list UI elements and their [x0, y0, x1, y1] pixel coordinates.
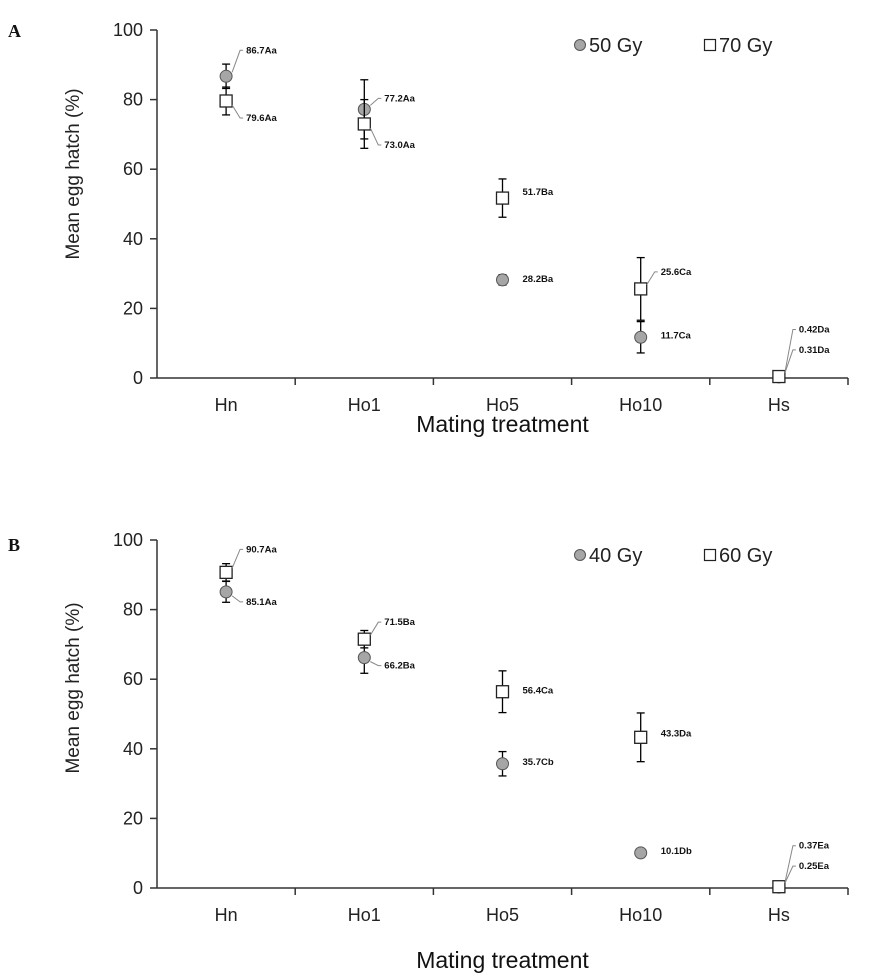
- data-label: 0.42Da: [799, 325, 830, 336]
- legend-marker-circle: [574, 39, 586, 51]
- y-tick-label: 60: [123, 159, 143, 179]
- data-point: [495, 191, 510, 205]
- y-tick-label: 40: [123, 229, 143, 249]
- data-label: 90.7Aa: [246, 544, 277, 555]
- x-tick-label: Hs: [768, 905, 790, 925]
- data-point: [772, 880, 786, 894]
- x-axis-title: Mating treatment: [416, 411, 589, 437]
- data-point: [357, 117, 371, 131]
- legend-entry: 60 Gy: [719, 545, 772, 567]
- data-point: [219, 585, 233, 599]
- series-square: 90.7Aa 71.5Ba 56.4Ca 43.3Da 0.37Ea: [219, 544, 830, 894]
- legend-entry: 40 Gy: [589, 545, 642, 567]
- data-label: 66.2Ba: [384, 661, 415, 672]
- y-axis-title: Mean egg hatch (%): [63, 602, 84, 773]
- data-point: [496, 273, 509, 287]
- label-connector: [370, 661, 382, 667]
- label-connector: [231, 49, 244, 73]
- chart-panel: A 0 20 40 60 80 100 Hn Ho1 Ho5 Ho10 Hs Mating treatm…: [8, 20, 849, 437]
- y-tick-label: 80: [123, 600, 143, 620]
- data-point: [634, 282, 648, 296]
- series-square: 79.6Aa 73.0Aa 51.7Ba 25.6Ca 0.42Da: [219, 86, 830, 384]
- x-tick-label: Ho5: [486, 395, 519, 415]
- data-label: 10.1Db: [661, 846, 692, 857]
- y-tick-label: 20: [123, 808, 143, 828]
- data-point: [495, 685, 510, 699]
- x-tick-label: Ho1: [348, 395, 381, 415]
- series-circle: 86.7Aa 77.2Aa 28.2Ba 11.7Ca 0.31Da: [219, 45, 830, 384]
- label-connector: [784, 349, 796, 374]
- series-circle: 85.1Aa 66.2Ba 35.7Cb 10.1Db 0.25Ea: [219, 580, 830, 894]
- data-label: 86.7Aa: [246, 45, 277, 56]
- legend: 50 Gy 70 Gy: [574, 35, 772, 57]
- y-tick-label: 80: [123, 90, 143, 110]
- legend-entry: 50 Gy: [589, 35, 642, 57]
- data-point: [772, 369, 786, 384]
- x-tick-label: Ho5: [486, 905, 519, 925]
- panel-label: B: [8, 535, 20, 555]
- data-label: 11.7Ca: [661, 330, 692, 341]
- data-point: [357, 651, 371, 665]
- label-connector: [784, 329, 796, 373]
- legend-marker-square: [703, 38, 717, 52]
- data-label: 35.7Cb: [523, 757, 554, 768]
- data-label: 71.5Ba: [384, 617, 415, 628]
- data-label: 28.2Ba: [523, 274, 554, 285]
- label-connector: [231, 595, 244, 603]
- data-point: [634, 846, 648, 860]
- panel-label: A: [8, 21, 21, 41]
- data-point: [496, 757, 509, 771]
- y-tick-label: 20: [123, 298, 143, 318]
- legend-marker-circle: [574, 549, 586, 561]
- label-connector: [231, 548, 244, 569]
- data-point: [219, 94, 233, 108]
- y-tick-label: 100: [113, 20, 143, 40]
- label-connector: [231, 104, 244, 119]
- data-label: 43.3Da: [661, 728, 692, 739]
- data-label: 51.7Ba: [523, 187, 554, 198]
- legend-entry: 70 Gy: [719, 35, 772, 57]
- y-tick-label: 0: [133, 878, 143, 898]
- label-connector: [784, 845, 796, 883]
- y-tick-label: 60: [123, 669, 143, 689]
- x-tick-label: Ho10: [619, 395, 662, 415]
- data-label: 77.2Aa: [384, 93, 415, 104]
- label-connector: [369, 97, 382, 106]
- y-tick-label: 0: [133, 368, 143, 388]
- data-label: 0.31Da: [799, 345, 830, 356]
- data-label: 56.4Ca: [523, 686, 554, 697]
- label-connector: [784, 865, 796, 884]
- label-connector: [369, 621, 382, 636]
- legend-marker-square: [703, 548, 717, 562]
- data-point: [219, 69, 233, 83]
- chart-panel: B 0 20 40 60 80 100 Hn Ho1 Ho5 Ho10 Hs Mating treatm…: [8, 530, 849, 973]
- y-axis-title: Mean egg hatch (%): [63, 88, 84, 259]
- data-point: [219, 565, 233, 580]
- data-label: 25.6Ca: [661, 267, 692, 278]
- x-tick-label: Ho10: [619, 905, 662, 925]
- y-tick-label: 40: [123, 739, 143, 759]
- data-label: 85.1Aa: [246, 597, 277, 608]
- label-connector: [646, 271, 658, 286]
- x-tick-label: Hn: [215, 395, 238, 415]
- x-axis-title: Mating treatment: [416, 947, 589, 973]
- legend: 40 Gy 60 Gy: [574, 545, 772, 567]
- x-tick-label: Ho1: [348, 905, 381, 925]
- data-point: [634, 730, 648, 744]
- data-label: 79.6Aa: [246, 113, 277, 124]
- data-label: 0.37Ea: [799, 841, 830, 852]
- data-point: [634, 330, 648, 344]
- data-point: [357, 632, 371, 646]
- x-tick-label: Hs: [768, 395, 790, 415]
- y-tick-label: 100: [113, 530, 143, 550]
- label-connector: [369, 127, 382, 146]
- data-label: 73.0Aa: [384, 140, 415, 151]
- data-label: 0.25Ea: [799, 861, 830, 872]
- x-tick-label: Hn: [215, 905, 238, 925]
